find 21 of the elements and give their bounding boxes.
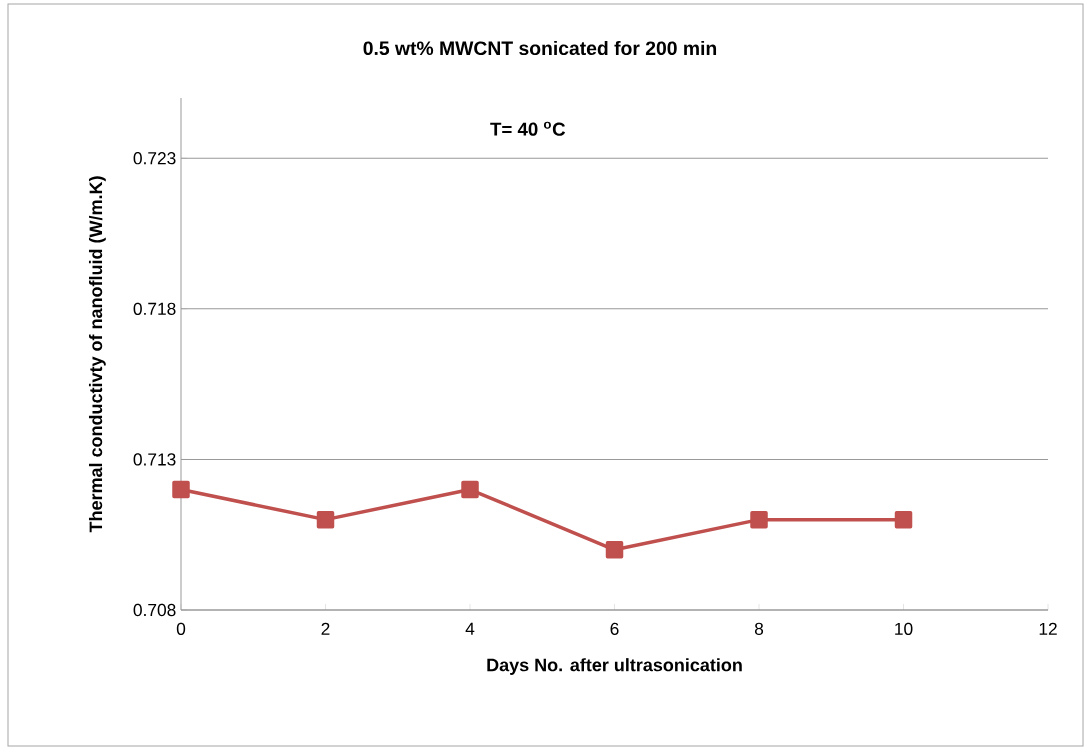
annotation: T= 40 $^{o}$C xyxy=(490,121,566,136)
point xyxy=(605,541,624,559)
x-tick-label: 12 xyxy=(1039,622,1057,635)
y-axis-title: Thermal conductivty of nanofluid (W/m.K) xyxy=(88,176,106,533)
x-axis-title: Days No. after ultrasonication xyxy=(487,658,742,675)
point xyxy=(750,510,768,529)
y-tick-label: 0.718 xyxy=(133,302,176,315)
point xyxy=(894,510,913,529)
y-tick-label: 0.708 xyxy=(133,603,176,617)
x-tick-label: 0 xyxy=(176,622,186,635)
x-tick-label: 2 xyxy=(321,622,330,635)
y-tick-label: 0.723 xyxy=(133,152,176,165)
point xyxy=(316,510,335,529)
point xyxy=(461,480,479,499)
x-tick-label: 4 xyxy=(465,622,475,635)
x-tick-label: 10 xyxy=(895,622,913,635)
y-tick-label: 0.713 xyxy=(133,453,176,466)
x-tick-label: 6 xyxy=(610,622,619,635)
point xyxy=(172,480,190,499)
x-tick-label: 8 xyxy=(754,622,764,635)
chart-title: 0.5 wt% MWCNT sonicated for 200 min xyxy=(363,40,717,56)
